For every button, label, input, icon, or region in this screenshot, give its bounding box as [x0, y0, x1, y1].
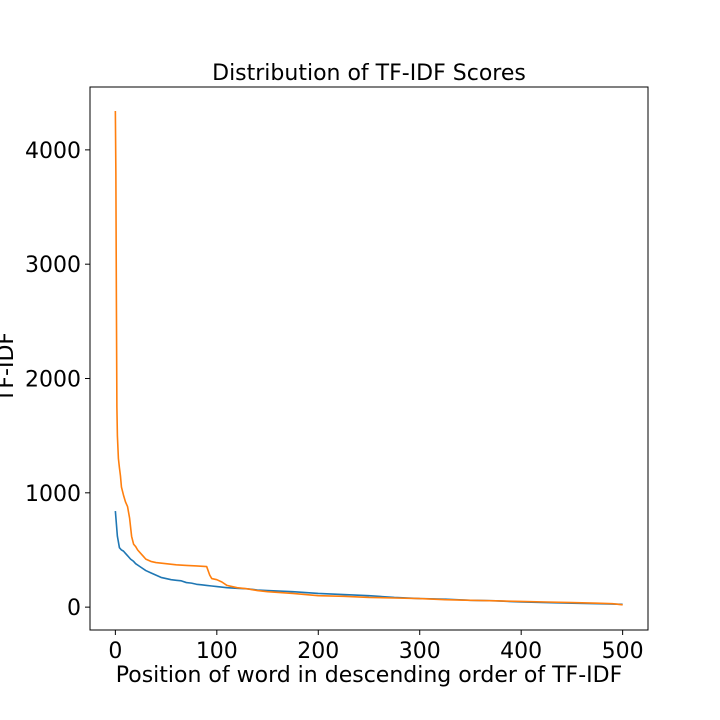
- x-axis-ticks: 0 100 200 300 400 500: [108, 630, 644, 664]
- series-line-1: [114, 511, 623, 606]
- x-axis-label: Position of word in descending order of …: [116, 663, 622, 688]
- chart-title: Distribution of TF-IDF Scores: [212, 61, 526, 86]
- y-axis-label: TF-IDF: [0, 332, 19, 403]
- x-tick-label: 100: [196, 639, 238, 664]
- x-tick-label: 500: [602, 639, 644, 664]
- series-line-2: [114, 111, 623, 606]
- x-tick-label: 400: [500, 639, 542, 664]
- y-tick-label: 0: [67, 596, 81, 621]
- y-tick-label: 4000: [25, 139, 81, 164]
- y-tick-label: 2000: [25, 368, 81, 393]
- y-axis-ticks: 0 1000 2000 3000 4000: [25, 139, 90, 621]
- x-tick-label: 300: [399, 639, 441, 664]
- plot-frame: [89, 86, 649, 631]
- plot-area: [114, 111, 623, 606]
- x-tick-label: 200: [297, 639, 339, 664]
- y-tick-label: 3000: [25, 253, 81, 278]
- y-tick-label: 1000: [25, 482, 81, 507]
- x-tick-label: 0: [108, 639, 122, 664]
